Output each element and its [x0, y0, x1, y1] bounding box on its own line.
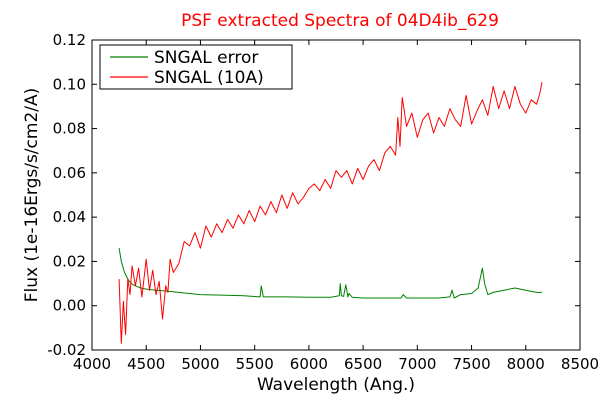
x-tick-label: 4500: [127, 355, 165, 373]
y-tick-label: 0.08: [53, 120, 86, 138]
plot-area: [91, 39, 581, 351]
series-line-sngal-error: [118, 248, 542, 299]
legend-label-sngal-error: SNGAL error: [154, 48, 258, 68]
x-tick-label: 7500: [452, 355, 490, 373]
y-tick-label: 0.10: [53, 75, 86, 93]
y-tick-label: 0.00: [53, 297, 86, 315]
y-tick-label: 0.12: [53, 31, 86, 49]
x-tick-label: 4000: [73, 355, 111, 373]
y-tick-label: 0.02: [53, 252, 86, 270]
y-tick-label: 0.04: [53, 208, 86, 226]
x-axis-label: Wavelength (Ang.): [257, 375, 415, 395]
x-tick-label: 6500: [344, 355, 382, 373]
x-tick-label: 8000: [507, 355, 545, 373]
y-axis-label: Flux (1e-16Ergs/s/cm2/A): [22, 88, 42, 303]
x-tick-label: 6000: [290, 355, 328, 373]
chart-title: PSF extracted Spectra of 04D4ib_629: [181, 11, 499, 31]
x-tick-label: 7000: [398, 355, 436, 373]
x-tick-label: 8500: [561, 355, 599, 373]
y-tick-label: 0.06: [53, 164, 86, 182]
legend-label-sngal-10a: SNGAL (10A): [154, 68, 264, 88]
series-line-sngal-10a: [118, 82, 543, 344]
x-tick-label: 5000: [181, 355, 219, 373]
ticks-layer: 4000 4500 5000 5500 6000 6500 7000 7500 8000 8500…: [47, 31, 599, 373]
series-layer: [118, 82, 543, 344]
y-tick-label: -0.02: [47, 341, 86, 359]
x-tick-label: 5500: [236, 355, 274, 373]
legend: SNGAL error SNGAL (10A): [99, 44, 293, 90]
legend-box: [99, 44, 293, 90]
